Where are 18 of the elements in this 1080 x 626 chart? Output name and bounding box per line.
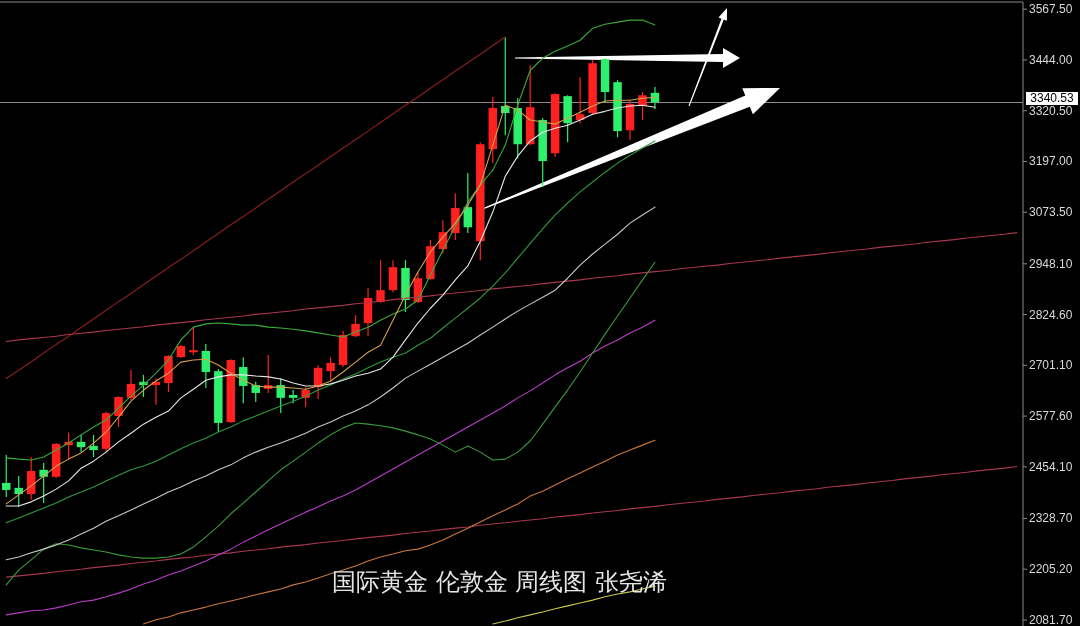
y-tick-label: 2205.20 — [1029, 562, 1073, 577]
y-tick-label: 3197.00 — [1029, 154, 1073, 169]
y-tick-label: 3073.50 — [1029, 205, 1073, 220]
y-tick-label: 2824.60 — [1029, 307, 1073, 322]
y-tick-label: 3320.50 — [1029, 103, 1073, 118]
y-tick-label: 2577.60 — [1029, 409, 1073, 424]
line-series — [5, 232, 1018, 343]
y-tick-label: 3444.00 — [1029, 52, 1073, 67]
y-tick-label: 2948.10 — [1029, 256, 1073, 271]
y-tick-label: 3567.50 — [1029, 2, 1073, 17]
line-series — [5, 206, 656, 561]
line-series — [5, 19, 656, 461]
y-tick-label: 2454.10 — [1029, 459, 1073, 474]
y-tick-label: 2701.10 — [1029, 358, 1073, 373]
text: 国际黄金 伦敦金 周线图 张尧浠 — [332, 568, 667, 596]
line-series — [5, 36, 506, 380]
y-tick-label: 2081.70 — [1029, 612, 1073, 626]
y-tick-label: 2328.70 — [1029, 511, 1073, 526]
